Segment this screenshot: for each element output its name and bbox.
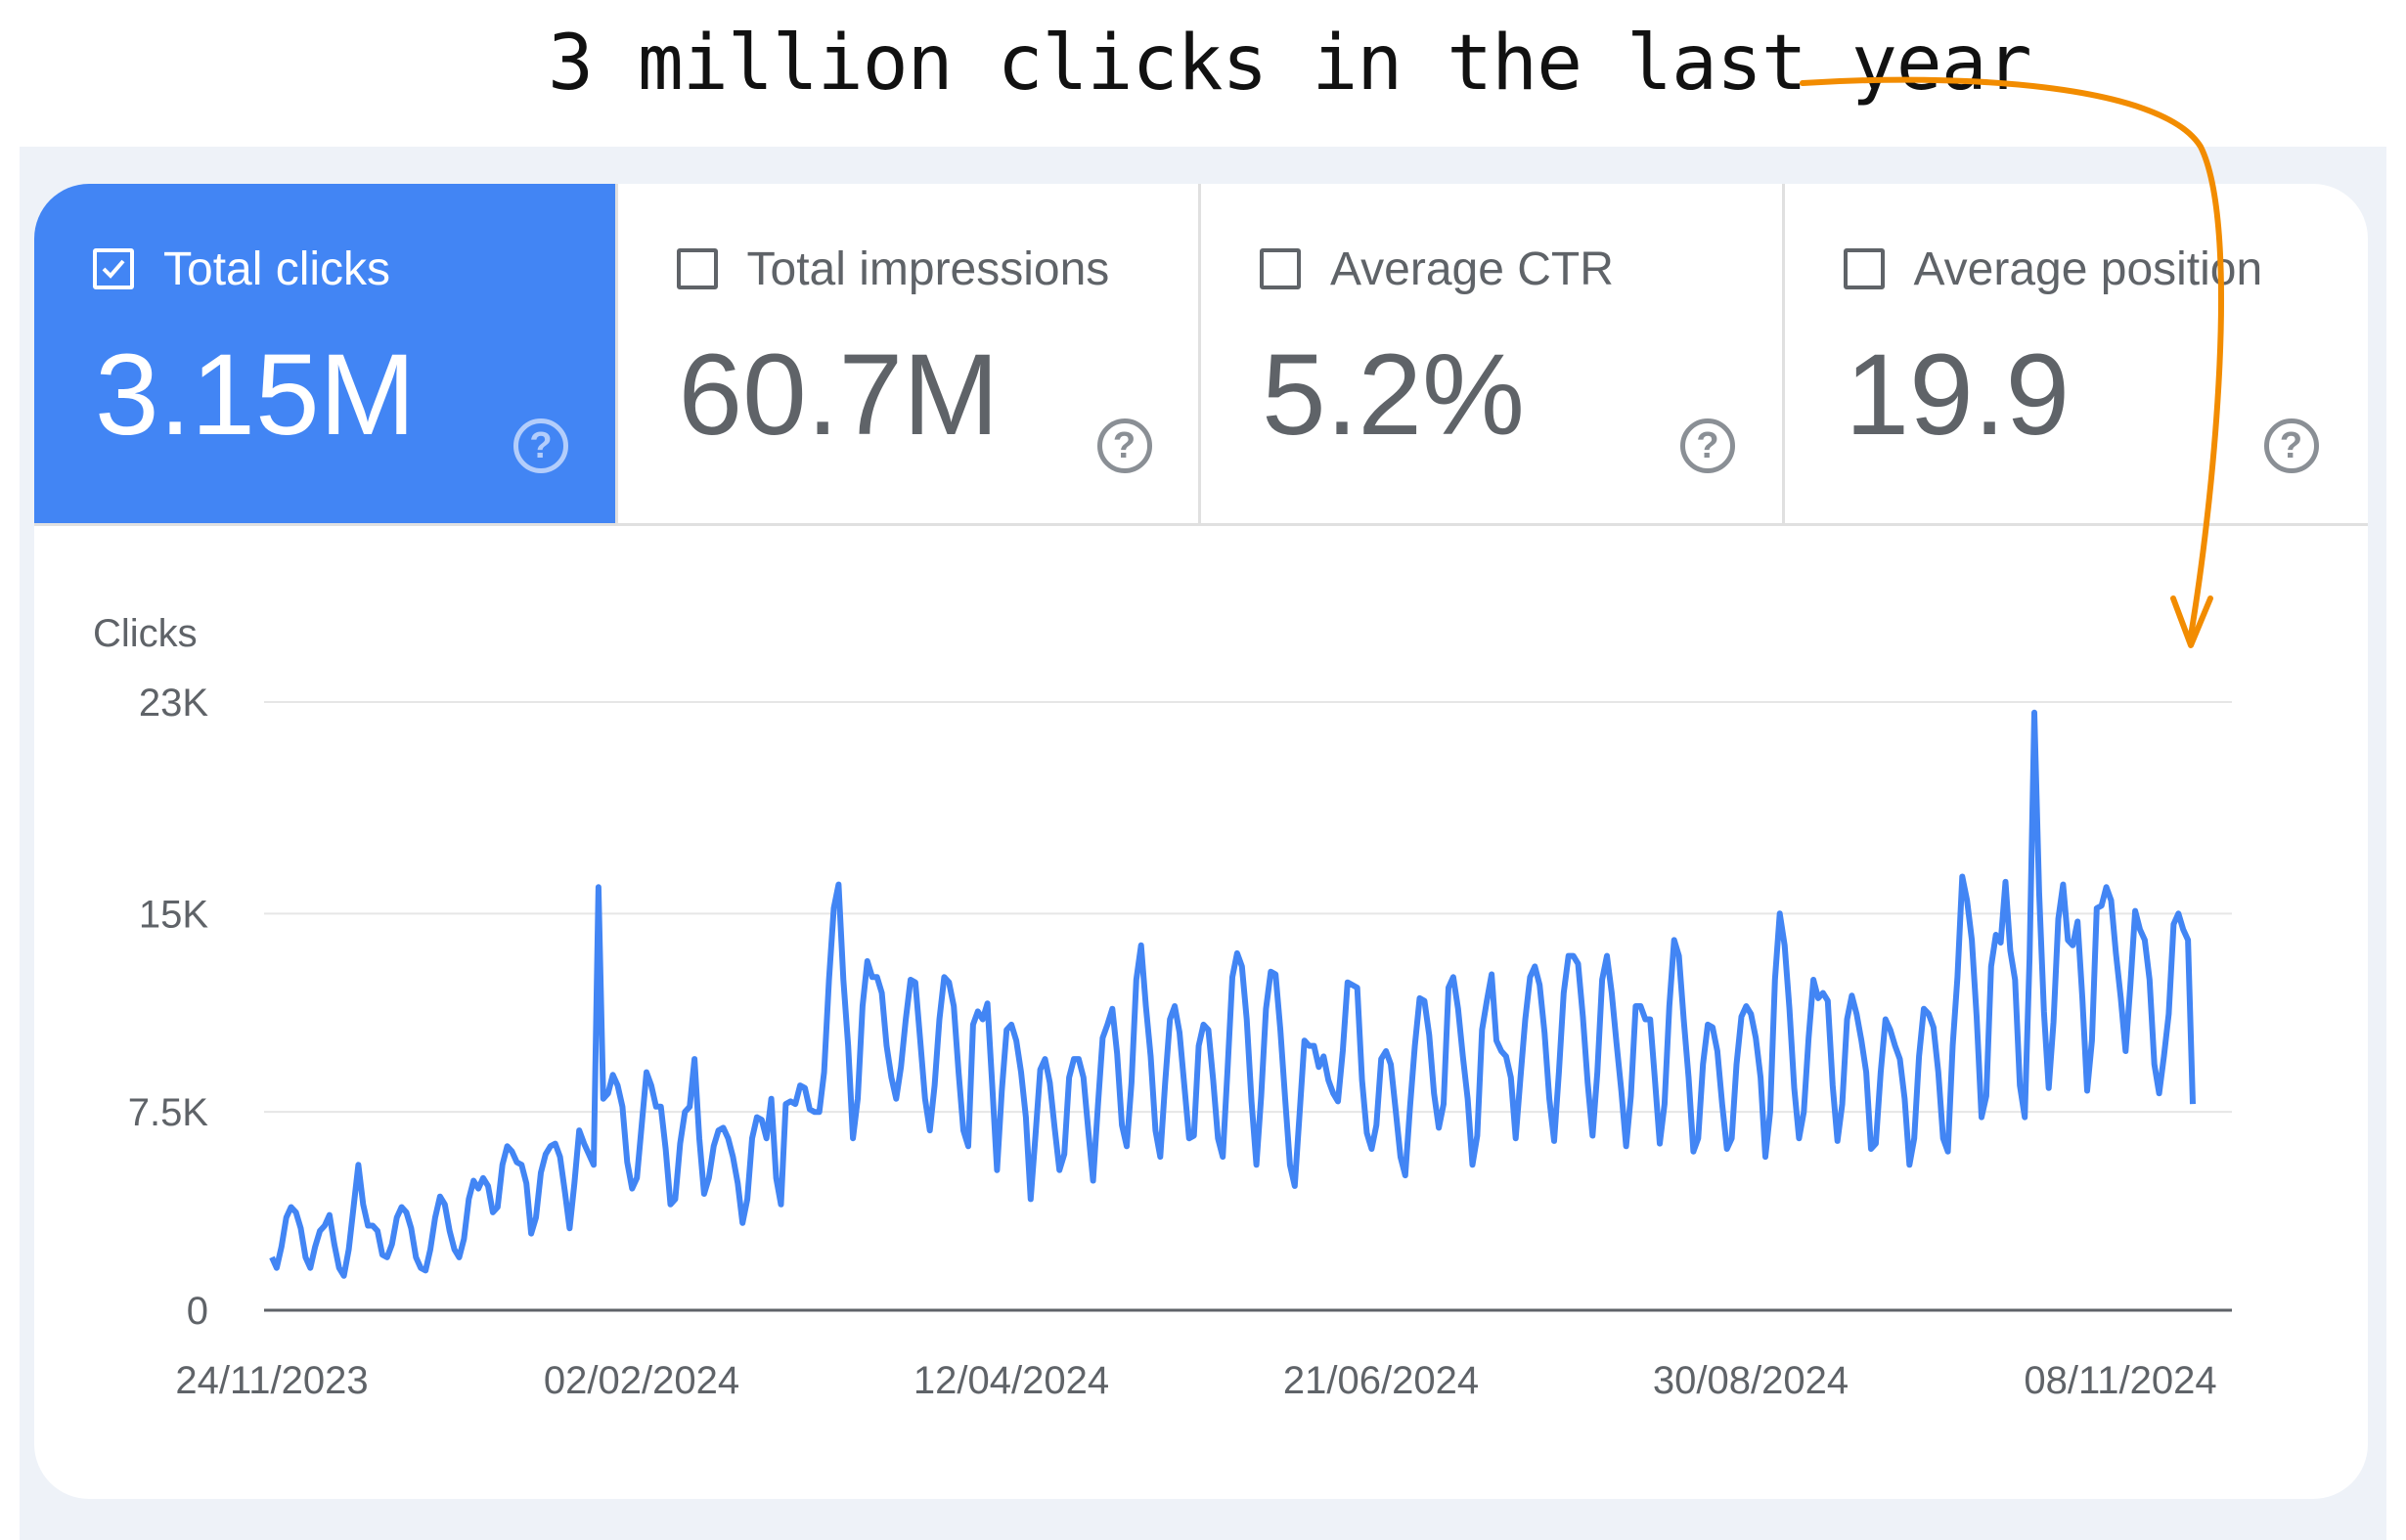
x-tick-label: 02/02/2024 <box>544 1359 739 1402</box>
checkbox-icon[interactable] <box>93 248 134 289</box>
y-tick-label: 0 <box>187 1290 208 1333</box>
metric-value: 60.7M <box>678 330 1000 460</box>
x-tick-label: 30/08/2024 <box>1653 1359 1849 1402</box>
y-tick-label: 23K <box>139 682 208 725</box>
metric-value: 3.15M <box>95 330 416 460</box>
y-tick-label: 7.5K <box>128 1091 209 1134</box>
x-tick-label: 21/06/2024 <box>1283 1359 1479 1402</box>
help-circle-icon[interactable]: ? <box>2263 418 2319 473</box>
metric-label: Total impressions <box>746 243 1110 295</box>
annotation-text: 3 million clicks in the last year <box>548 20 2032 108</box>
help-circle-icon[interactable]: ? <box>513 418 568 473</box>
series-line-clicks <box>269 709 2196 1279</box>
metric-tab-total-clicks[interactable]: Total clicks 3.15M ? <box>34 184 618 523</box>
metric-label: Average CTR <box>1330 243 1614 295</box>
y-axis-label: Clicks <box>93 612 198 655</box>
metric-label: Total clicks <box>163 243 391 295</box>
clicks-line-chart: Clicks 0 7.5K 15K 23K 24/11/2023 02/02/2024 12… <box>93 612 2232 1402</box>
performance-card: Total clicks 3.15M ? Total impressions 6… <box>34 184 2368 1499</box>
checkbox-icon[interactable] <box>1260 248 1301 289</box>
metric-tab-average-ctr[interactable]: Average CTR 5.2% ? <box>1201 184 1785 523</box>
x-tick-label: 24/11/2023 <box>175 1359 368 1402</box>
metric-tab-total-impressions[interactable]: Total impressions 60.7M ? <box>618 184 1201 523</box>
help-circle-icon[interactable]: ? <box>1680 418 1735 473</box>
x-tick-label: 12/04/2024 <box>913 1359 1109 1402</box>
checkbox-icon[interactable] <box>676 248 718 289</box>
help-circle-icon[interactable]: ? <box>1096 418 1152 473</box>
x-tick-label: 08/11/2024 <box>2024 1359 2216 1402</box>
metric-tabs: Total clicks 3.15M ? Total impressions 6… <box>34 184 2368 526</box>
y-tick-label: 15K <box>139 893 208 936</box>
metric-value: 5.2% <box>1262 330 1525 460</box>
